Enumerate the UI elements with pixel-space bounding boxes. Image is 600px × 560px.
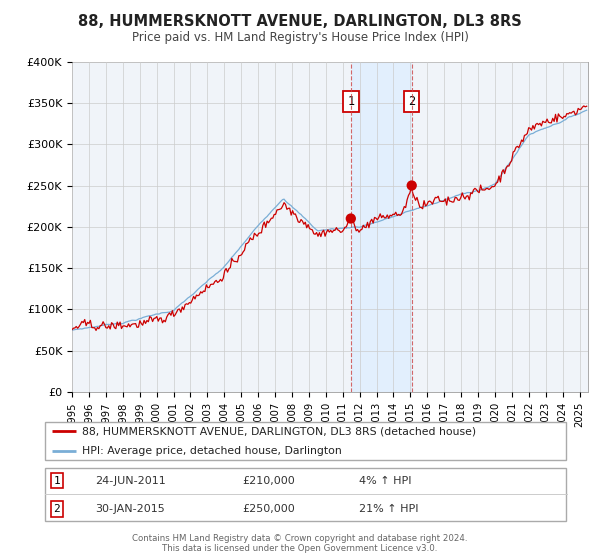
Text: 2: 2: [408, 95, 415, 108]
FancyBboxPatch shape: [44, 468, 566, 521]
Text: 21% ↑ HPI: 21% ↑ HPI: [359, 504, 418, 514]
Text: 30-JAN-2015: 30-JAN-2015: [95, 504, 164, 514]
Point: [407, 181, 416, 190]
Text: HPI: Average price, detached house, Darlington: HPI: Average price, detached house, Darl…: [82, 446, 341, 456]
Text: 88, HUMMERSKNOTT AVENUE, DARLINGTON, DL3 8RS (detached house): 88, HUMMERSKNOTT AVENUE, DARLINGTON, DL3…: [82, 426, 476, 436]
Text: 1: 1: [347, 95, 355, 108]
Text: Contains HM Land Registry data © Crown copyright and database right 2024.
This d: Contains HM Land Registry data © Crown c…: [132, 534, 468, 553]
Text: Price paid vs. HM Land Registry's House Price Index (HPI): Price paid vs. HM Land Registry's House …: [131, 31, 469, 44]
FancyBboxPatch shape: [44, 422, 566, 460]
Text: £250,000: £250,000: [242, 504, 295, 514]
Text: 88, HUMMERSKNOTT AVENUE, DARLINGTON, DL3 8RS: 88, HUMMERSKNOTT AVENUE, DARLINGTON, DL3…: [78, 14, 522, 29]
Text: £210,000: £210,000: [242, 475, 295, 486]
Text: 2: 2: [53, 504, 61, 514]
Text: 24-JUN-2011: 24-JUN-2011: [95, 475, 166, 486]
Text: 4% ↑ HPI: 4% ↑ HPI: [359, 475, 412, 486]
Point: [346, 214, 356, 223]
Text: 1: 1: [53, 475, 61, 486]
